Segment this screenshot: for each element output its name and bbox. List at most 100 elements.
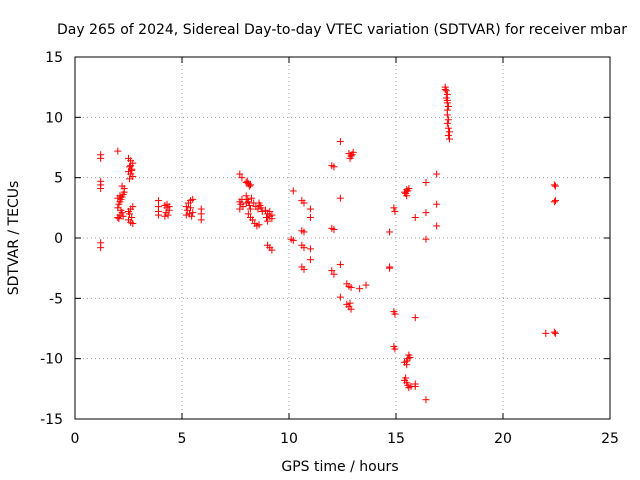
data-point	[236, 205, 244, 213]
data-point	[411, 380, 419, 388]
data-point	[406, 353, 414, 361]
data-point	[404, 187, 412, 195]
data-point	[411, 213, 419, 221]
y-tick-label: -5	[49, 291, 63, 307]
y-tick-label: 15	[45, 50, 63, 66]
data-point	[433, 200, 441, 208]
data-point	[129, 220, 137, 228]
data-point	[346, 299, 354, 307]
data-point	[257, 204, 265, 212]
data-point	[356, 285, 364, 293]
data-point	[268, 246, 276, 254]
data-point	[422, 209, 430, 217]
data-point	[444, 116, 452, 124]
data-point	[254, 205, 262, 213]
data-point	[97, 185, 105, 193]
data-point	[118, 182, 126, 190]
data-point	[441, 86, 449, 94]
data-point	[258, 207, 266, 215]
data-point	[362, 281, 370, 289]
data-point	[127, 162, 135, 170]
data-point	[443, 119, 451, 127]
data-point	[336, 137, 344, 145]
data-point	[328, 267, 336, 275]
tick-label-layer: 0 5 10 15 20 25 -15 -10 -5 0 5 10 15	[40, 50, 619, 447]
points-layer	[97, 83, 559, 404]
data-point	[255, 221, 263, 229]
data-point	[255, 199, 263, 207]
data-point	[306, 213, 314, 221]
data-point	[336, 194, 344, 202]
y-tick-label: 0	[54, 231, 63, 247]
data-point	[444, 131, 452, 139]
data-point	[306, 245, 314, 253]
data-point	[391, 310, 399, 318]
data-point	[115, 215, 123, 223]
data-point	[422, 235, 430, 243]
data-point	[163, 200, 171, 208]
data-point	[300, 199, 308, 207]
data-point	[249, 216, 257, 224]
data-point	[330, 226, 338, 234]
data-point	[264, 217, 272, 225]
data-point	[446, 128, 453, 136]
data-point	[348, 151, 356, 159]
data-point	[187, 204, 195, 212]
data-point	[336, 261, 344, 269]
chart-title: Day 265 of 2024, Sidereal Day-to-day VTE…	[57, 22, 627, 38]
data-point	[422, 396, 430, 404]
y-tick-label: -15	[40, 412, 63, 428]
data-point	[197, 210, 205, 218]
data-point	[246, 181, 254, 189]
data-point	[189, 195, 197, 203]
data-point	[154, 197, 162, 205]
data-point	[433, 170, 441, 178]
data-point	[347, 305, 355, 313]
data-point	[242, 192, 250, 200]
data-point	[114, 147, 122, 155]
data-point	[347, 283, 355, 291]
data-point	[126, 175, 134, 183]
data-point	[242, 199, 250, 207]
data-point	[403, 357, 411, 365]
data-point	[550, 181, 558, 189]
data-point	[402, 374, 410, 382]
x-tick-label: 5	[178, 431, 187, 447]
data-point	[261, 206, 269, 214]
data-point	[117, 206, 125, 214]
data-point	[551, 197, 559, 205]
y-tick-label: 10	[45, 110, 63, 126]
data-point	[330, 270, 338, 278]
plot-frame	[74, 56, 611, 420]
data-point	[182, 203, 190, 211]
data-point	[390, 204, 398, 212]
data-point	[336, 293, 344, 301]
data-point	[551, 329, 559, 337]
data-point	[411, 314, 419, 322]
data-point	[391, 207, 399, 215]
data-point	[128, 166, 136, 174]
data-point	[129, 203, 137, 211]
data-point	[300, 244, 308, 252]
data-point	[306, 256, 314, 264]
data-point	[243, 177, 251, 185]
data-point	[119, 212, 127, 220]
data-point	[542, 329, 550, 337]
data-point	[386, 228, 394, 236]
y-tick-label: 5	[54, 171, 63, 187]
data-point	[161, 212, 169, 220]
data-point	[442, 87, 450, 95]
data-point	[443, 96, 451, 104]
data-point	[444, 124, 452, 132]
data-point	[300, 228, 308, 236]
data-point	[197, 216, 205, 224]
data-point	[550, 328, 558, 336]
data-point	[248, 194, 256, 202]
data-point	[238, 174, 246, 182]
data-point	[164, 211, 172, 219]
x-tick-label: 20	[494, 431, 512, 447]
data-point	[289, 236, 297, 244]
data-point	[443, 111, 451, 119]
